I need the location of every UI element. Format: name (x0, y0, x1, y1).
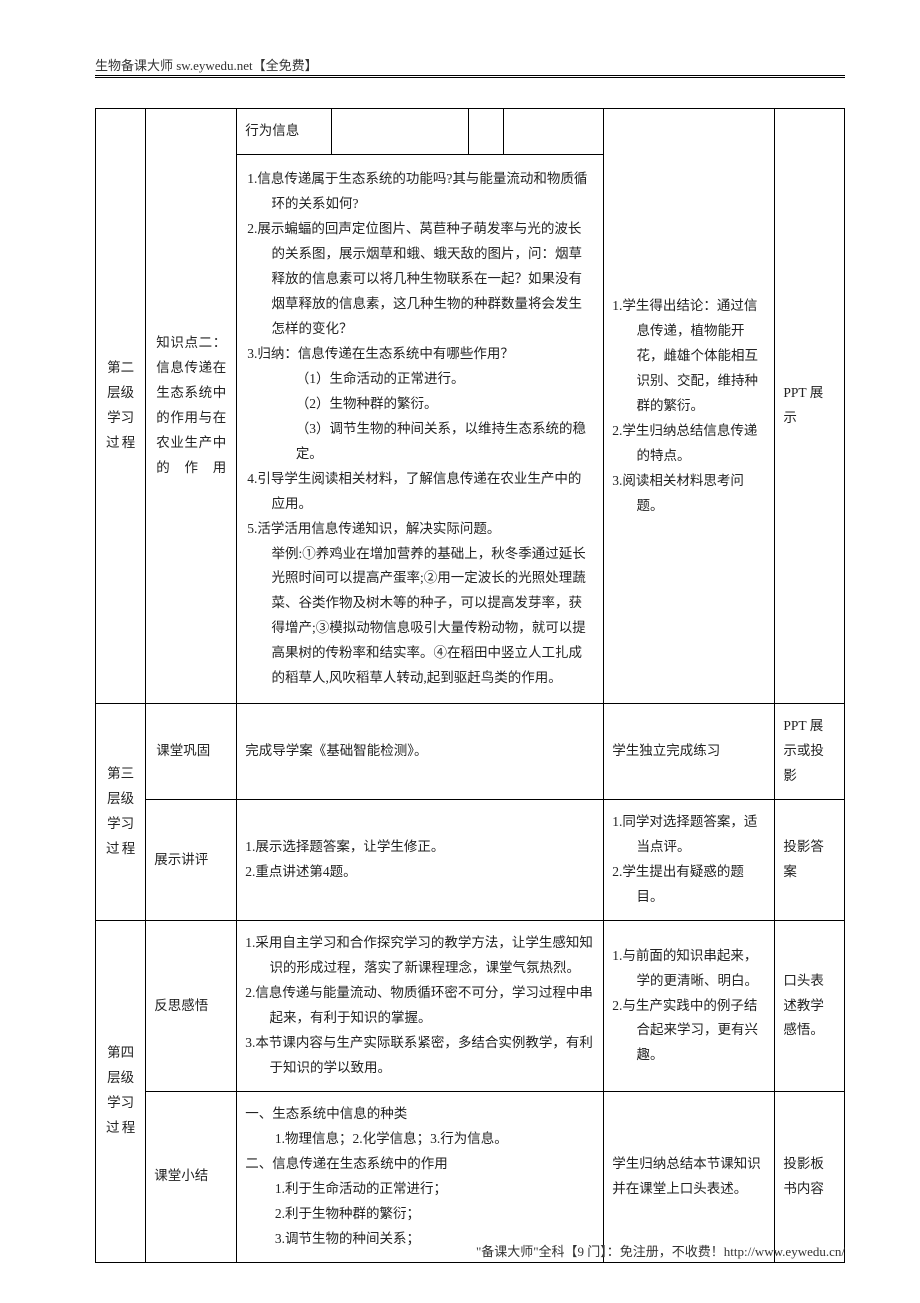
level-label-4: 第四层级学习过程 (96, 921, 146, 1263)
table-row: 课堂小结 一、生态系统中信息的种类 1.物理信息；2.化学信息；3.行为信息。 … (96, 1091, 845, 1262)
media-cell: 投影板书内容 (775, 1091, 845, 1262)
page-header: 生物备课大师 sw.eywedu.net【全免费】 (95, 55, 845, 78)
student-activity: 1.与前面的知识串起来，学的更清晰、明白。 2.与生产实践中的例子结合起来学习，… (604, 921, 775, 1092)
student-activity: 1.学生得出结论：通过信息传递，植物能开花，雌雄个体能相互识别、交配，维持种群的… (604, 109, 775, 704)
media-cell: PPT 展示 (775, 109, 845, 704)
sub: （1）生命活动的正常进行。 (247, 367, 593, 392)
q: 1.信息传递属于生态系统的功能吗?其与能量流动和物质循环的关系如何? (247, 167, 593, 217)
empty-cell (332, 109, 469, 155)
teacher-activity: 1.展示选择题答案，让学生修正。 2.重点讲述第4题。 (237, 800, 604, 921)
empty-cell (503, 109, 604, 155)
student-activity: 学生独立完成练习 (604, 704, 775, 800)
s: 2.学生提出有疑惑的题目。 (612, 860, 766, 910)
student-activity: 1.同学对选择题答案，适当点评。 2.学生提出有疑惑的题目。 (604, 800, 775, 921)
level-label-2: 第二层级学习过程 (96, 109, 146, 704)
sub: 1.利于生命活动的正常进行； (245, 1177, 595, 1202)
media-cell: PPT 展示或投影 (775, 704, 845, 800)
t: 1.采用自主学习和合作探究学习的教学方法，让学生感知知识的形成过程，落实了新课程… (245, 931, 595, 981)
t: 3.本节课内容与生产实际联系紧密，多结合实例教学，有利于知识的学以致用。 (245, 1031, 595, 1081)
s: 2.与生产实践中的例子结合起来学习，更有兴趣。 (612, 994, 766, 1069)
q: 4.引导学生阅读相关材料，了解信息传递在农业生产中的应用。 (247, 467, 593, 517)
teacher-activity: 一、生态系统中信息的种类 1.物理信息；2.化学信息；3.行为信息。 二、信息传… (237, 1091, 604, 1262)
h: 一、生态系统中信息的种类 (245, 1102, 595, 1127)
s: 1.与前面的知识串起来，学的更清晰、明白。 (612, 944, 766, 994)
t: 2.重点讲述第4题。 (245, 860, 595, 885)
page-container: 生物备课大师 sw.eywedu.net【全免费】 第二层级学习过程 知识点二：… (0, 0, 920, 1303)
page-footer: "备课大师"全科【9 门】：免注册，不收费！http://www.eywedu.… (476, 1241, 845, 1260)
sub: （3）调节生物的种间关系，以维持生态系统的稳定。 (247, 417, 593, 467)
subtopic: 课堂小结 (146, 1091, 237, 1262)
h: 二、信息传递在生态系统中的作用 (245, 1152, 595, 1177)
level-label-3: 第三层级学习过程 (96, 704, 146, 921)
media-cell: 投影答案 (775, 800, 845, 921)
subtopic: 课堂巩固 (146, 704, 237, 800)
s: 1.同学对选择题答案，适当点评。 (612, 810, 766, 860)
sub: （2）生物种群的繁衍。 (247, 392, 593, 417)
stu-note: 1.学生得出结论：通过信息传递，植物能开花，雌雄个体能相互识别、交配，维持种群的… (612, 294, 766, 419)
table-row: 展示讲评 1.展示选择题答案，让学生修正。 2.重点讲述第4题。 1.同学对选择… (96, 800, 845, 921)
stu-note: 3.阅读相关材料思考问题。 (612, 469, 766, 519)
sub: 2.利于生物种群的繁衍； (245, 1202, 595, 1227)
lesson-table: 第二层级学习过程 知识点二：信息传递在生态系统中的作用与在农业生产中的作用 行为… (95, 108, 845, 1263)
teacher-activity: 1.采用自主学习和合作探究学习的教学方法，让学生感知知识的形成过程，落实了新课程… (237, 921, 604, 1092)
subtopic: 反思感悟 (146, 921, 237, 1092)
t: 2.信息传递与能量流动、物质循环密不可分，学习过程中串起来，有利于知识的掌握。 (245, 981, 595, 1031)
empty-cell (469, 109, 503, 155)
teacher-activity: 完成导学案《基础智能检测》。 (237, 704, 604, 800)
table-row: 第二层级学习过程 知识点二：信息传递在生态系统中的作用与在农业生产中的作用 行为… (96, 109, 845, 155)
q: 3.归纳：信息传递在生态系统中有哪些作用？ (247, 342, 593, 367)
stu-note: 2.学生归纳总结信息传递的特点。 (612, 419, 766, 469)
table-row: 第三层级学习过程 课堂巩固 完成导学案《基础智能检测》。 学生独立完成练习 PP… (96, 704, 845, 800)
t: 1.展示选择题答案，让学生修正。 (245, 835, 595, 860)
student-activity: 学生归纳总结本节课知识并在课堂上口头表述。 (604, 1091, 775, 1262)
topic-label: 知识点二：信息传递在生态系统中的作用与在农业生产中的作用 (146, 109, 237, 704)
media-cell: 口头表述教学感悟。 (775, 921, 845, 1092)
example: 举例:①养鸡业在增加营养的基础上，秋冬季通过延长光照时间可以提高产蛋率;②用一定… (247, 542, 593, 692)
sub: 1.物理信息；2.化学信息；3.行为信息。 (245, 1127, 595, 1152)
subtopic: 展示讲评 (146, 800, 237, 921)
table-row: 第四层级学习过程 反思感悟 1.采用自主学习和合作探究学习的教学方法，让学生感知… (96, 921, 845, 1092)
teacher-activity: 1.信息传递属于生态系统的功能吗?其与能量流动和物质循环的关系如何? 2.展示蝙… (237, 154, 604, 703)
q: 5.活学活用信息传递知识，解决实际问题。 (247, 517, 593, 542)
behavior-info-cell: 行为信息 (237, 109, 332, 155)
q: 2.展示蝙蝠的回声定位图片、莴苣种子萌发率与光的波长的关系图，展示烟草和蛾、蛾天… (247, 217, 593, 342)
